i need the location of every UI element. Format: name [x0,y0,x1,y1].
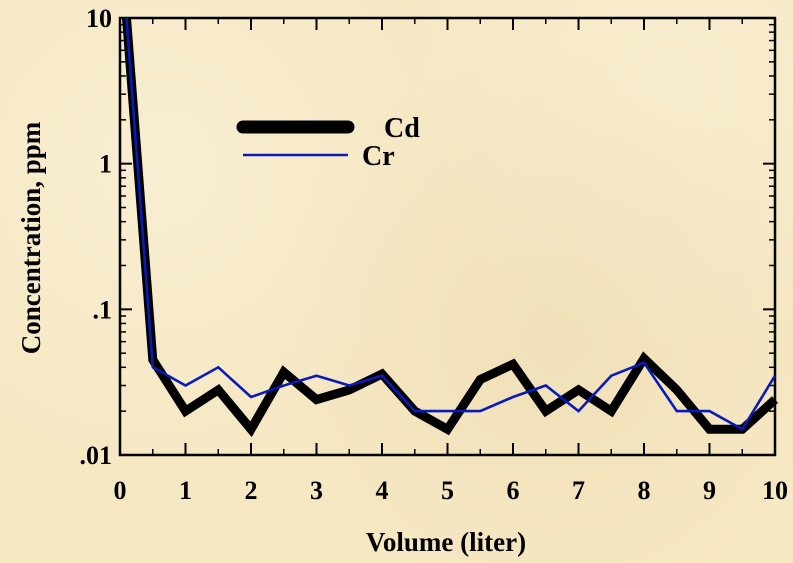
x-tick-label: 1 [179,476,192,505]
series-line-cr [125,17,777,432]
x-tick-label: 5 [441,476,454,505]
series-line-cd [122,17,779,438]
legend-label-cd: Cd [384,113,420,144]
x-tick-label: 0 [114,476,127,505]
y-tick-label: 10 [86,4,112,33]
x-tick-label: 10 [762,476,788,505]
y-axis-title: Concentration, ppm [16,121,46,354]
x-tick-label: 9 [703,476,716,505]
x-axis-title: Volume (liter) [366,527,526,557]
x-tick-label: 7 [572,476,585,505]
y-tick-label: .1 [93,295,113,324]
x-tick-label: 6 [507,476,520,505]
x-tick-label: 3 [310,476,323,505]
x-tick-label: 4 [376,476,389,505]
y-tick-label: 1 [99,150,112,179]
x-tick-label: 2 [245,476,258,505]
legend-label-cr: Cr [362,141,395,172]
x-tick-label: 8 [638,476,651,505]
y-tick-label: .01 [80,441,113,470]
